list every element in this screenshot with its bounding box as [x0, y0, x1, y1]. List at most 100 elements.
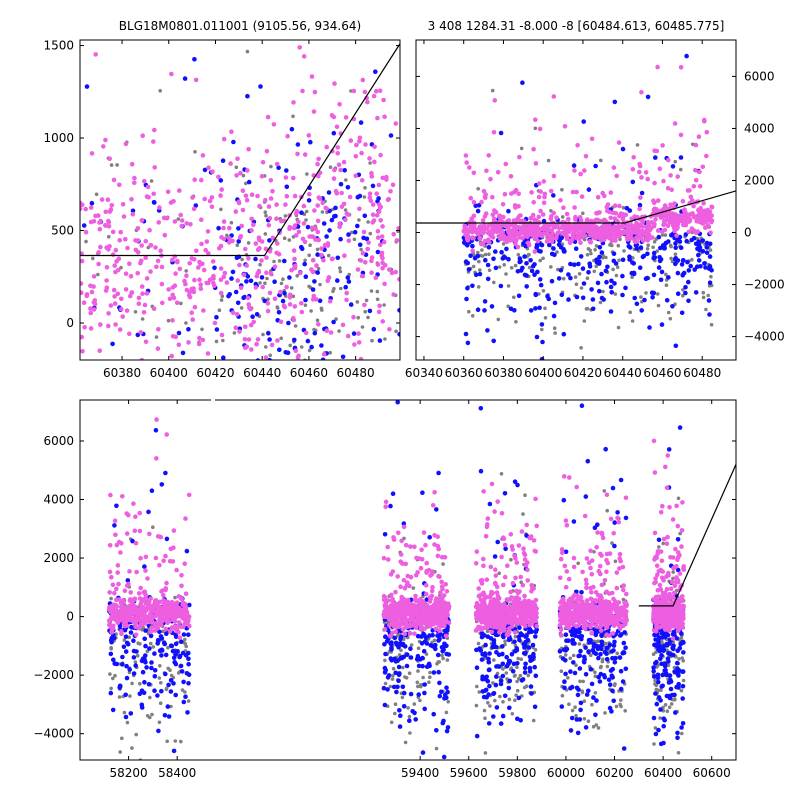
data-point-blue [465, 285, 470, 291]
data-point-magenta [353, 173, 359, 179]
data-point-blue [494, 674, 499, 679]
data-point-grey [120, 736, 124, 741]
data-point-magenta [189, 310, 194, 316]
data-point-magenta [96, 250, 101, 255]
data-point-grey [268, 353, 273, 358]
data-point-blue [481, 694, 487, 700]
data-point-grey [517, 676, 521, 681]
data-point-grey [663, 233, 668, 237]
data-point-blue [500, 644, 505, 649]
data-point-magenta [575, 143, 580, 148]
data-point-blue [463, 259, 469, 265]
data-point-blue [179, 669, 185, 674]
data-point-magenta [389, 270, 395, 276]
data-point-grey [488, 704, 492, 708]
data-point-blue [546, 296, 551, 302]
data-point-magenta [693, 167, 698, 173]
data-point-magenta [117, 238, 122, 243]
data-point-magenta [221, 136, 227, 142]
data-point-magenta [123, 287, 129, 292]
data-point-blue [173, 634, 179, 639]
data-point-magenta [118, 306, 124, 312]
data-point-magenta [443, 582, 449, 587]
data-point-magenta [399, 614, 405, 620]
data-point-magenta [143, 568, 148, 573]
data-point-blue [352, 229, 358, 235]
data-point-magenta [446, 602, 451, 607]
data-point-magenta [572, 205, 577, 210]
data-point-blue [148, 633, 154, 639]
data-point-blue [382, 665, 388, 671]
data-point-blue [534, 245, 539, 250]
data-point-blue [532, 664, 537, 670]
data-point-magenta [706, 224, 712, 229]
data-point-blue [702, 261, 707, 266]
points-bottom [106, 400, 687, 760]
data-point-magenta [463, 153, 469, 158]
data-point-magenta [480, 218, 486, 223]
data-point-grey [158, 89, 162, 93]
data-point-grey [326, 253, 331, 258]
data-point-magenta [169, 353, 174, 359]
data-point-blue [533, 306, 538, 311]
data-point-magenta [432, 533, 437, 538]
data-point-magenta [123, 141, 129, 147]
data-point-blue [512, 479, 518, 485]
data-point-blue [351, 331, 357, 336]
data-point-blue [494, 650, 499, 655]
data-point-grey [245, 49, 250, 54]
data-point-grey [264, 345, 268, 349]
data-point-magenta [490, 194, 495, 200]
data-point-magenta [157, 599, 163, 605]
data-point-magenta [111, 602, 116, 608]
data-point-grey [293, 324, 298, 328]
data-point-blue [659, 322, 665, 327]
data-point-grey [318, 282, 322, 287]
data-point-magenta [114, 586, 119, 592]
data-point-magenta [380, 175, 386, 181]
data-point-magenta [655, 198, 661, 203]
data-point-grey [364, 298, 369, 303]
data-point-magenta [137, 528, 143, 534]
data-point-magenta [551, 224, 557, 230]
data-point-magenta [218, 290, 224, 296]
data-point-grey [540, 327, 544, 332]
data-point-grey [526, 673, 531, 678]
data-point-grey [279, 281, 284, 286]
data-point-magenta [566, 229, 571, 235]
data-point-magenta [147, 227, 152, 233]
data-point-grey [440, 653, 444, 658]
data-point-blue [388, 503, 393, 509]
data-point-magenta [474, 549, 480, 554]
data-point-grey [428, 675, 432, 679]
data-point-magenta [366, 240, 371, 245]
data-point-magenta [384, 174, 389, 180]
data-point-magenta [255, 193, 260, 199]
data-point-grey [355, 300, 360, 304]
data-point-blue [253, 256, 258, 262]
data-point-magenta [549, 238, 554, 243]
data-point-blue [500, 713, 506, 719]
data-point-grey [107, 234, 111, 239]
data-point-magenta [548, 188, 554, 194]
data-point-magenta [183, 605, 188, 610]
data-point-grey [244, 181, 248, 186]
data-point-blue [431, 670, 437, 675]
data-point-magenta [125, 245, 130, 251]
data-point-blue [171, 748, 177, 754]
data-point-magenta [112, 294, 117, 299]
data-point-magenta [387, 633, 393, 639]
data-point-blue [673, 241, 678, 246]
data-point-blue [443, 643, 448, 649]
data-point-magenta [263, 246, 269, 252]
data-point-magenta [515, 230, 520, 236]
data-point-magenta [156, 327, 161, 332]
data-point-magenta [382, 114, 387, 120]
data-point-grey [360, 325, 365, 329]
data-point-magenta [127, 569, 132, 574]
data-point-magenta [446, 606, 452, 611]
data-point-grey [476, 285, 481, 289]
data-point-blue [139, 705, 145, 710]
data-point-blue [221, 355, 226, 360]
